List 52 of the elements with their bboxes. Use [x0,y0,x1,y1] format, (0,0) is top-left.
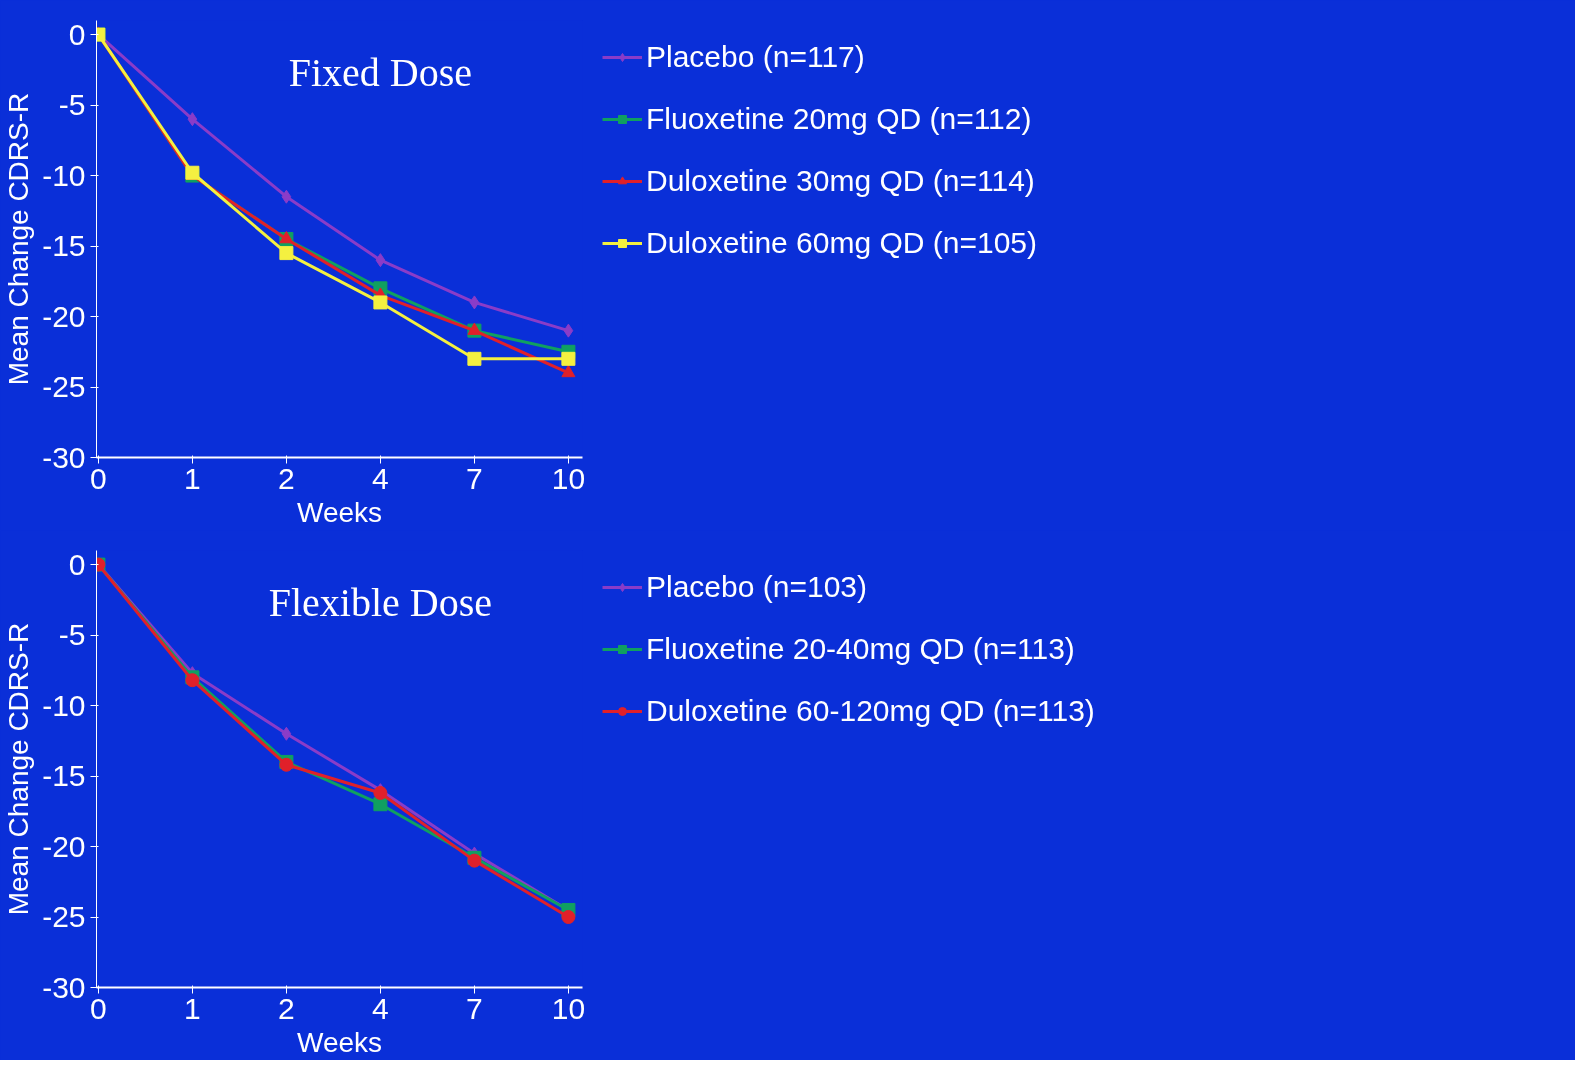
point [281,726,292,741]
x-axis-title: Weeks [296,1026,383,1058]
point [187,112,198,127]
point [373,797,388,812]
y-axis-title: Mean Change CDRS-R [3,92,35,386]
text: Flexible Dose [268,580,493,626]
point [469,295,480,310]
y-axis-title: Mean Change CDRS-R [3,622,35,916]
x-tick-label: 7 [466,991,483,1025]
x-tick-label: 4 [372,461,389,495]
legend-label: Fluoxetine 20mg QD (n=112) [646,102,1032,136]
point [281,189,292,204]
y-tick-label: -15 [42,759,86,793]
y-tick-label: -5 [58,618,86,652]
x-tick-label: 2 [278,461,295,495]
x-axis-title: Weeks [296,496,383,528]
legend-label: Fluoxetine 20-40mg QD (n=113) [646,632,1075,666]
legend-label: Placebo (n=117) [646,40,865,74]
point [375,253,386,268]
point [561,910,576,924]
x-tick-label: 0 [90,991,107,1025]
x-tick-label: 2 [278,991,295,1025]
point [467,351,482,366]
legend-label: Duloxetine 60-120mg QD (n=113) [646,694,1095,728]
y-tick-label: -5 [58,88,86,122]
point [563,323,574,338]
y-tick-label: -10 [42,158,86,192]
legend-label: Duloxetine 60mg QD (n=105) [646,226,1038,260]
y-tick-label: -30 [42,440,86,474]
legend-label: Duloxetine 30mg QD (n=114) [646,164,1035,198]
y-tick-label: -15 [42,229,86,263]
y-tick-label: -20 [42,299,86,333]
point [561,351,576,366]
y-tick-label: -30 [42,970,86,1004]
point [373,295,388,310]
y-tick-label: 0 [68,17,86,51]
x-tick-label: 10 [551,461,586,495]
text: Fixed Dose [288,50,473,96]
y-tick-label: 0 [68,547,86,581]
x-tick-label: 1 [184,991,201,1025]
x-tick-label: 0 [90,461,107,495]
y-tick-label: -10 [42,688,86,722]
x-tick-label: 4 [372,991,389,1025]
x-tick-label: 7 [466,461,483,495]
y-tick-label: -20 [42,829,86,863]
x-tick-label: 1 [184,461,201,495]
y-tick-label: -25 [42,900,86,934]
legend-label: Placebo (n=103) [646,570,867,604]
y-tick-label: -25 [42,370,86,404]
x-tick-label: 10 [551,991,586,1025]
point [279,246,294,261]
point [561,364,576,378]
